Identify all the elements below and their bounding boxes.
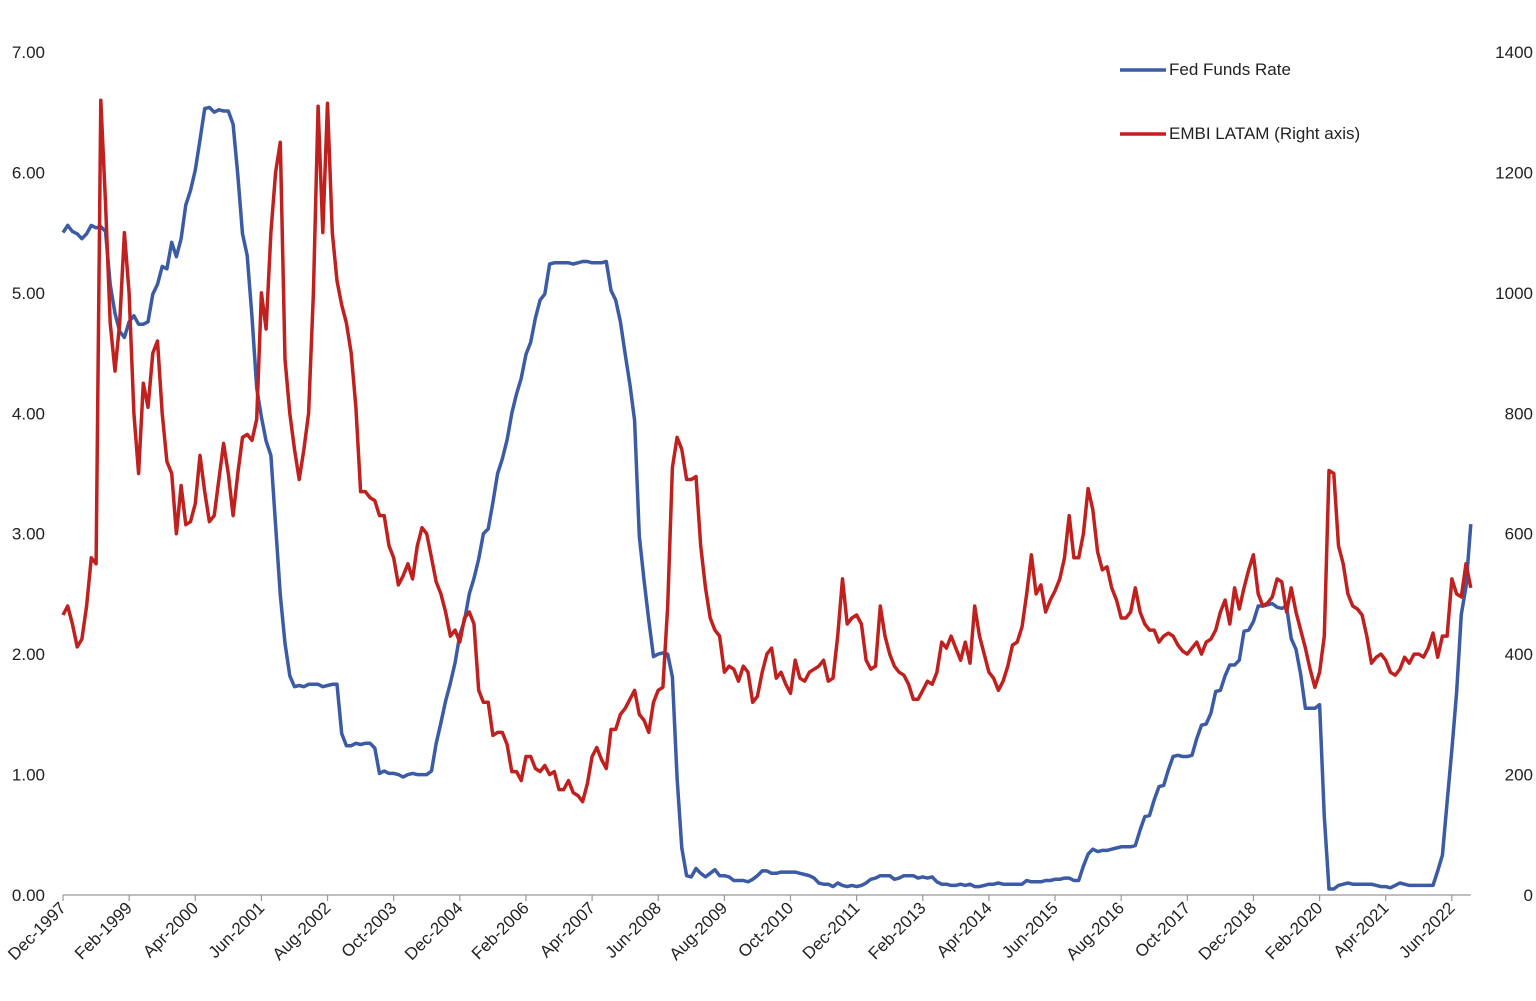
x-axis-tick-label: Aug-2016 [1062, 898, 1128, 964]
series-lines [61, 98, 1473, 891]
left-axis-tick-label: 1.00 [12, 766, 45, 785]
x-axis-tick-label: Aug-2009 [666, 898, 732, 964]
x-axis-tick-label: Dec-2011 [799, 898, 864, 963]
x-axis-tick-label: Apr-2021 [1330, 898, 1393, 961]
legend-label-embi: EMBI LATAM (Right axis) [1169, 124, 1360, 143]
x-axis-tick-label: Feb-1999 [71, 898, 136, 963]
right-axis-tick-label: 1400 [1495, 43, 1533, 62]
x-axis: Dec-1997 Feb-1999 Apr-2000 Jun-2001 Aug-2002… [4, 894, 1471, 964]
x-axis-tick-label: Dec-1997 [4, 898, 70, 964]
left-axis-tick-label: 2.00 [12, 645, 45, 664]
legend: Fed Funds Rate EMBI LATAM (Right axis) [1120, 60, 1360, 143]
x-axis-tick-label: Jun-2001 [205, 898, 269, 962]
x-axis-tick-label: Jun-2022 [1395, 898, 1459, 962]
x-axis-tick-label: Oct-2010 [734, 898, 797, 961]
x-axis-tick-label: Jun-2008 [601, 898, 665, 962]
legend-label-fed-funds: Fed Funds Rate [1169, 60, 1291, 79]
x-axis-tick-label: Aug-2002 [269, 898, 335, 964]
x-axis-tick-label: Apr-2007 [536, 898, 599, 961]
series-line-fed-funds-rate [61, 105, 1473, 891]
x-axis-tick-label: Oct-2003 [338, 898, 401, 961]
left-axis-tick-label: 7.00 [12, 43, 45, 62]
x-axis-tick-label: Feb-2006 [468, 898, 533, 963]
right-axis-tick-label: 200 [1505, 766, 1533, 785]
right-axis-tick-label: 1000 [1495, 284, 1533, 303]
x-axis-tick-label: Apr-2014 [933, 898, 996, 961]
right-axis-tick-label: 600 [1505, 525, 1533, 544]
right-axis-tick-label: 800 [1505, 404, 1533, 423]
right-axis-tick-label: 0 [1524, 886, 1533, 905]
right-axis-tick-label: 1200 [1495, 163, 1533, 182]
right-axis-tick-label: 400 [1505, 645, 1533, 664]
x-axis-tick-label: Apr-2000 [139, 898, 202, 961]
x-axis-tick-label: Dec-2004 [401, 898, 467, 964]
left-axis-tick-labels: 0.00 1.00 2.00 3.00 4.00 5.00 6.00 7.00 [12, 43, 45, 905]
left-axis-tick-label: 4.00 [12, 404, 45, 423]
x-axis-tick-label: Feb-2013 [865, 898, 930, 963]
x-axis-tick-label: Oct-2017 [1131, 898, 1194, 961]
x-axis-tick-label: Dec-2018 [1195, 898, 1261, 964]
right-axis-tick-labels: 0 200 400 600 800 1000 1200 1400 [1495, 43, 1533, 905]
series-line-embi-latam [61, 98, 1473, 804]
x-axis-tick-label: Jun-2015 [998, 898, 1062, 962]
left-axis-tick-label: 3.00 [12, 525, 45, 544]
left-axis-tick-label: 5.00 [12, 284, 45, 303]
left-axis-tick-label: 0.00 [12, 886, 45, 905]
left-axis-tick-label: 6.00 [12, 163, 45, 182]
x-axis-tick-label: Feb-2020 [1262, 898, 1327, 963]
